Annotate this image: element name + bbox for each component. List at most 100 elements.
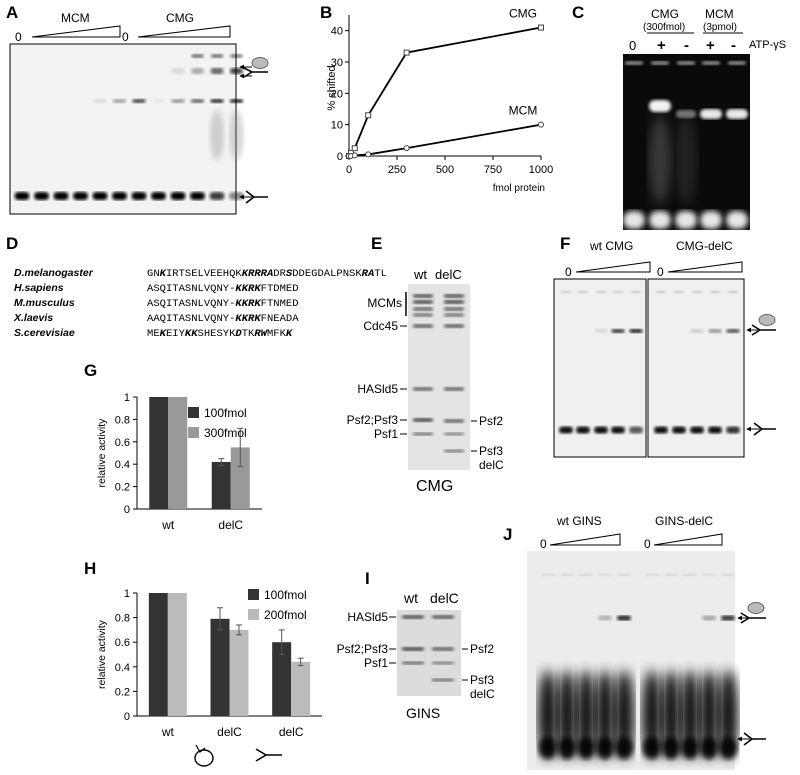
sequence: MEKEIYKKSHESYKDTKRWMFKK: [147, 328, 294, 340]
lane-sign: +: [657, 37, 666, 54]
gel-band: [211, 54, 223, 58]
gel-band: [625, 61, 643, 65]
series-line: [348, 26, 542, 157]
gel-band: [413, 418, 433, 422]
x-tick-label: 250: [388, 164, 406, 176]
sequence: ASQITASNLVQNY-KKRKFTDMED: [147, 283, 299, 295]
gel-band: [611, 426, 625, 434]
gel-band: [596, 737, 614, 759]
panel-letter: H: [84, 559, 96, 578]
bar: [148, 593, 168, 716]
gel-band: [151, 192, 166, 200]
circular-dna-icon: [194, 749, 214, 767]
fork-dna-icon: [740, 612, 766, 624]
legend-swatch: [248, 609, 259, 620]
gel-band: [631, 291, 641, 293]
gel-band: [702, 615, 716, 621]
legend-label: 100fmol: [204, 406, 247, 420]
panel-letter: C: [572, 3, 584, 22]
gel-band: [413, 324, 433, 328]
data-point: [351, 152, 358, 159]
gel-band: [444, 387, 464, 391]
panel-letter: D: [6, 234, 18, 253]
gel-band: [690, 426, 704, 434]
category-label: wt: [161, 518, 175, 532]
y-tick-label: 0: [337, 151, 343, 163]
gel-band: [413, 300, 433, 304]
fork-dna-icon: [255, 748, 282, 762]
y-axis-label: % shifted: [326, 65, 338, 110]
gel-band: [413, 307, 433, 311]
x-tick-label: 1000: [529, 164, 553, 176]
gel-band: [230, 54, 243, 58]
gel-band: [708, 329, 722, 333]
gel-band: [191, 99, 204, 103]
titration-wedge: [575, 261, 651, 273]
line-chart: 0 10 20 30 40 0 250 500 750 1000 % shifted fmol pro…: [326, 7, 553, 194]
data-point: [538, 24, 544, 31]
y-tick-label: 0.4: [115, 459, 130, 471]
bar-chart: 0 0.2 0.4 0.6 0.8 1 relative activity wt delC 100…: [96, 392, 262, 532]
data-point: [403, 145, 410, 152]
gel-band: [595, 670, 615, 760]
group-label-mcm: MCM: [61, 11, 90, 25]
gel-band: [230, 68, 243, 74]
group-label: wt GINS: [556, 514, 602, 528]
lane-sign: +: [706, 37, 715, 54]
legend-swatch: [188, 427, 199, 438]
gel-band: [444, 294, 464, 298]
gel-band: [614, 670, 634, 760]
gel-band: [34, 192, 49, 200]
gel-band: [615, 737, 633, 759]
lane-sign: -: [684, 37, 689, 54]
lane-zero: 0: [122, 30, 129, 44]
bar-chart: 0 0.2 0.4 0.6 0.8 1 relative activity wt delC del…: [96, 588, 322, 739]
gel-band: [559, 426, 573, 434]
gel-band: [444, 307, 464, 311]
gel-band: [680, 670, 700, 760]
gel-band: [700, 109, 722, 119]
gel-band: [676, 110, 696, 118]
band-label: delC: [479, 458, 504, 472]
lane-zero: 0: [565, 265, 572, 279]
lane-label: wt: [413, 267, 427, 282]
atp-label: ATP-γS: [749, 39, 786, 51]
gel-band: [444, 419, 464, 423]
gel-band: [675, 211, 697, 229]
gel-band: [191, 54, 204, 58]
fork-dna-icon: [743, 732, 766, 746]
fork-dna-icon: [751, 324, 776, 336]
gel-band: [649, 100, 671, 112]
y-tick-label: 1: [124, 588, 130, 600]
legend-label: 300fmol: [204, 426, 247, 440]
gel-band: [539, 737, 557, 759]
panel-letter: J: [503, 525, 512, 544]
gel-caption: CMG: [416, 478, 453, 495]
panel-j: J wt GINS 0 GINS-delC 0: [503, 514, 766, 770]
y-tick-label: 1: [124, 392, 130, 404]
lane-label: delC: [435, 267, 462, 282]
series-label: MCM: [509, 104, 538, 118]
group-label: CMG-delC: [676, 239, 733, 253]
panel-letter: F: [560, 234, 570, 253]
lane-zero: 0: [540, 537, 547, 551]
gel-band: [594, 329, 608, 333]
panel-letter: A: [6, 3, 18, 22]
gel-bands: [538, 574, 738, 760]
bar: [168, 397, 188, 509]
gel-band: [662, 737, 680, 759]
gel-band: [444, 313, 464, 317]
gel-band: [170, 192, 186, 200]
protein-blob-icon: [251, 57, 269, 69]
gel-bands: [413, 294, 464, 453]
category-label: delC: [217, 725, 242, 739]
band-label: HASld5: [347, 610, 388, 624]
bar: [211, 461, 231, 509]
gel-band: [432, 615, 454, 619]
gel-band: [649, 211, 671, 229]
gel-band: [617, 574, 631, 576]
y-tick-label: 40: [331, 26, 343, 38]
gel-band: [577, 737, 595, 759]
lane-sign: -: [731, 37, 736, 54]
